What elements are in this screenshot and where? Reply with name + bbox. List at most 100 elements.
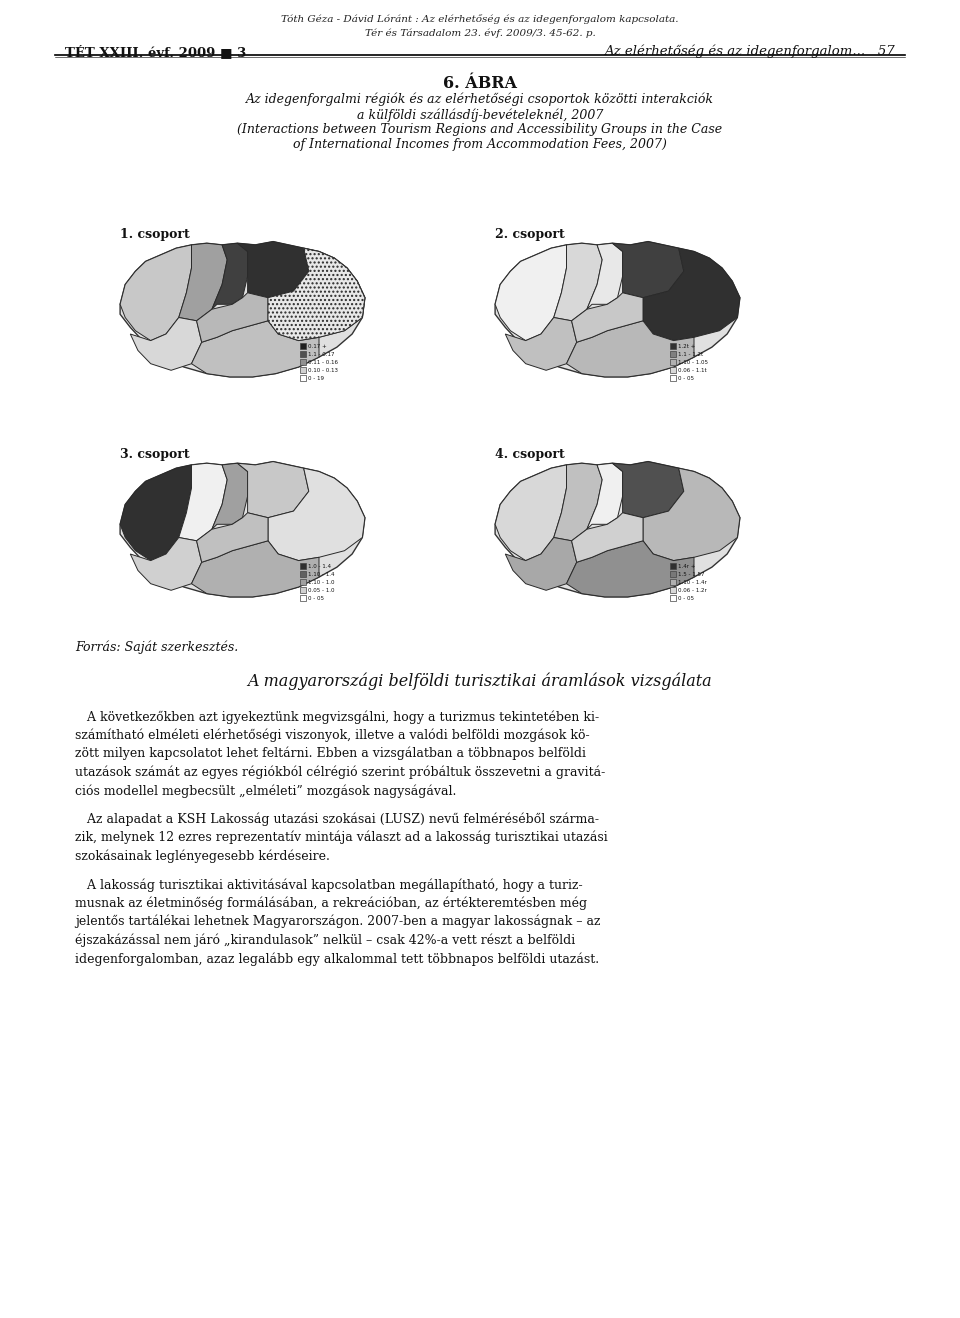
Polygon shape [120, 465, 191, 560]
Text: Az idegenforgalmi régiók és az elérhetőségi csoportok közötti interakciók: Az idegenforgalmi régiók és az elérhetős… [246, 94, 714, 107]
Polygon shape [179, 244, 228, 320]
Text: 1.10 - 1.4r: 1.10 - 1.4r [678, 580, 707, 584]
Polygon shape [495, 461, 740, 597]
Text: Forrás: Saját szerkesztés.: Forrás: Saját szerkesztés. [75, 641, 238, 654]
Text: zött milyen kapcsolatot lehet feltárni. Ebben a vizsgálatban a többnapos belföld: zött milyen kapcsolatot lehet feltárni. … [75, 747, 586, 760]
Text: a külföldi szállásdíj-bevételeknél, 2007: a külföldi szállásdíj-bevételeknél, 2007 [357, 108, 603, 121]
Bar [300, 366, 306, 373]
Text: (Interactions between Tourism Regions and Accessibility Groups in the Case: (Interactions between Tourism Regions an… [237, 123, 723, 136]
Bar [300, 563, 306, 569]
Bar [300, 594, 306, 601]
Text: 1.5 - 1.57: 1.5 - 1.57 [678, 572, 705, 576]
Bar [670, 571, 676, 577]
Polygon shape [197, 293, 268, 343]
Text: 1.1 - 0.17: 1.1 - 0.17 [308, 352, 334, 356]
Text: 0.17 +: 0.17 + [308, 344, 326, 348]
Text: szokásainak leglényegesebb kérdéseire.: szokásainak leglényegesebb kérdéseire. [75, 850, 330, 863]
Polygon shape [212, 463, 248, 530]
Text: 1.10 - 1.4: 1.10 - 1.4 [308, 572, 334, 576]
Polygon shape [587, 463, 623, 530]
Polygon shape [268, 468, 365, 560]
Text: ciós modellel megbecsült „elméleti” mozgások nagyságával.: ciós modellel megbecsült „elméleti” mozg… [75, 784, 456, 797]
Text: 6. ÁBRA: 6. ÁBRA [443, 75, 517, 92]
Bar [300, 351, 306, 357]
Text: 4. csoport: 4. csoport [495, 448, 564, 461]
Text: Az elérhetőség és az idegenforgalom...   57: Az elérhetőség és az idegenforgalom... 5… [605, 45, 895, 58]
Text: 0.10 - 0.13: 0.10 - 0.13 [308, 368, 338, 373]
Text: 0 - 05: 0 - 05 [678, 376, 694, 381]
Polygon shape [131, 538, 202, 590]
Polygon shape [554, 463, 602, 540]
Polygon shape [120, 245, 191, 340]
Text: TÉT XXIII. évf. 2009 ■ 3: TÉT XXIII. évf. 2009 ■ 3 [65, 45, 247, 59]
Text: Tóth Géza - Dávid Lóránt : Az elérhetőség és az idegenforgalom kapcsolata.: Tóth Géza - Dávid Lóránt : Az elérhetősé… [281, 14, 679, 24]
Text: 2. csoport: 2. csoport [495, 228, 564, 241]
Polygon shape [643, 468, 740, 560]
Bar [670, 563, 676, 569]
Polygon shape [268, 248, 365, 340]
Polygon shape [237, 241, 309, 298]
Polygon shape [237, 461, 309, 518]
Bar [670, 351, 676, 357]
Text: 0.06 - 1.2r: 0.06 - 1.2r [678, 588, 707, 593]
Polygon shape [571, 513, 643, 563]
Bar [670, 358, 676, 365]
Bar [300, 376, 306, 381]
Bar [670, 376, 676, 381]
Text: 3. csoport: 3. csoport [120, 448, 190, 461]
Polygon shape [120, 241, 365, 377]
Polygon shape [495, 465, 566, 560]
Polygon shape [495, 241, 740, 377]
Polygon shape [587, 244, 623, 310]
Text: A magyarországi belföldi turisztikai áramlások vizsgálata: A magyarországi belföldi turisztikai ára… [248, 672, 712, 689]
Bar [670, 587, 676, 593]
Text: 1. csoport: 1. csoport [120, 228, 190, 241]
Bar [300, 587, 306, 593]
Polygon shape [495, 245, 566, 340]
Polygon shape [643, 248, 740, 340]
Polygon shape [197, 513, 268, 563]
Bar [670, 366, 676, 373]
Bar [300, 358, 306, 365]
Text: számítható elméleti elérhetőségi viszonyok, illetve a valódi belföldi mozgások k: számítható elméleti elérhetőségi viszony… [75, 729, 589, 742]
Text: idegenforgalomban, azaz legalább egy alkalommal tett többnapos belföldi utazást.: idegenforgalomban, azaz legalább egy alk… [75, 952, 599, 966]
Text: 0 - 05: 0 - 05 [308, 596, 324, 601]
Bar [670, 594, 676, 601]
Polygon shape [120, 461, 365, 597]
Polygon shape [566, 540, 694, 597]
Text: A lakosság turisztikai aktivitásával kapcsolatban megállapítható, hogy a turiz-: A lakosság turisztikai aktivitásával kap… [75, 878, 583, 891]
Polygon shape [191, 540, 319, 597]
Text: 0.11 - 0.16: 0.11 - 0.16 [308, 360, 338, 365]
Text: éjszakázással nem járó „kirandulasok” nelkül – csak 42%-a vett részt a belföldi: éjszakázással nem járó „kirandulasok” ne… [75, 933, 575, 948]
Polygon shape [571, 293, 643, 343]
Text: 1.0 - 1.4: 1.0 - 1.4 [308, 564, 331, 568]
Text: 1.2t +: 1.2t + [678, 344, 695, 348]
Text: 0.06 - 1.1t: 0.06 - 1.1t [678, 368, 707, 373]
Text: 1.4r +: 1.4r + [678, 564, 695, 568]
Bar [670, 343, 676, 349]
Text: jelentős tartálékai lehetnek Magyarországon. 2007-ben a magyar lakosságnak – az: jelentős tartálékai lehetnek Magyarorszá… [75, 915, 601, 928]
Polygon shape [131, 318, 202, 370]
Polygon shape [612, 461, 684, 518]
Text: Tér és Társadalom 23. évf. 2009/3. 45-62. p.: Tér és Társadalom 23. évf. 2009/3. 45-62… [365, 28, 595, 37]
Text: 0.05 - 1.0: 0.05 - 1.0 [308, 588, 334, 593]
Text: 0 - 19: 0 - 19 [308, 376, 324, 381]
Text: 1.1 - 1.2t: 1.1 - 1.2t [678, 352, 703, 356]
Text: A következőkben azt igyekeztünk megvizsgálni, hogy a turizmus tekintetében ki-: A következőkben azt igyekeztünk megvizsg… [75, 710, 599, 724]
Text: musnak az életminőség formálásában, a rekreációban, az értékteremtésben még: musnak az életminőség formálásában, a re… [75, 896, 588, 909]
Polygon shape [505, 538, 577, 590]
Polygon shape [179, 463, 228, 540]
Polygon shape [505, 318, 577, 370]
Bar [300, 579, 306, 585]
Bar [670, 579, 676, 585]
Text: zik, melynek 12 ezres reprezentatív mintája választ ad a lakosság turisztikai ut: zik, melynek 12 ezres reprezentatív mint… [75, 832, 608, 845]
Bar [300, 343, 306, 349]
Text: utazások számát az egyes régiókból célrégió szerint próbáltuk összevetni a gravi: utazások számát az egyes régiókból célré… [75, 766, 605, 779]
Polygon shape [268, 248, 365, 340]
Text: 0 - 05: 0 - 05 [678, 596, 694, 601]
Text: 1.10 - 1.05: 1.10 - 1.05 [678, 360, 708, 365]
Polygon shape [554, 244, 602, 320]
Text: Az alapadat a KSH Lakosság utazási szokásai (LUSZ) nevű felméréséből szárma-: Az alapadat a KSH Lakosság utazási szoká… [75, 812, 599, 826]
Polygon shape [191, 320, 319, 377]
Polygon shape [612, 241, 684, 298]
